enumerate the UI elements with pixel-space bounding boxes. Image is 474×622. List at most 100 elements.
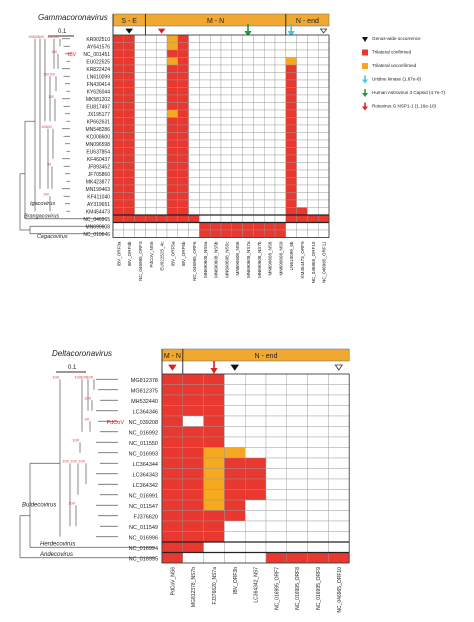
matrix-cell [188, 222, 200, 231]
matrix-cell [242, 72, 254, 81]
matrix-cell [307, 426, 329, 438]
matrix-cell [264, 79, 276, 88]
matrix-cell [296, 109, 308, 118]
matrix-cell [296, 124, 308, 133]
matrix-cell [145, 117, 157, 126]
matrix-cell [231, 109, 243, 118]
row-label: NC_046965 [83, 217, 110, 223]
matrix-cell [199, 147, 211, 156]
row-label: MG812378 [131, 378, 158, 384]
genus-label-buldecovirus: Buldecovirus [22, 502, 56, 508]
matrix-cell [264, 222, 276, 231]
matrix-cell [209, 177, 222, 186]
matrix-border [112, 34, 330, 238]
matrix-cell [182, 415, 204, 427]
matrix-cell [209, 222, 222, 231]
matrix-cell [134, 72, 146, 81]
matrix-cell [177, 169, 189, 178]
legend-red-square-icon [362, 49, 368, 56]
matrix-cell [274, 214, 287, 223]
matrix-cell [220, 79, 233, 88]
matrix-cell [166, 49, 179, 58]
matrix-cell [318, 34, 330, 43]
matrix-cell [199, 124, 211, 133]
matrix-cell [244, 436, 267, 448]
row-label: KP662631 [87, 119, 111, 125]
matrix-cell [134, 109, 146, 118]
matrix-cell [188, 79, 200, 88]
matrix-cell [166, 162, 179, 171]
matrix-cell [112, 229, 125, 238]
matrix-cell [220, 199, 233, 208]
matrix-cell [318, 154, 330, 163]
matrix-cell [182, 373, 204, 385]
matrix-cell [231, 72, 243, 81]
matrix-cell [199, 214, 211, 223]
matrix-cell [286, 552, 308, 564]
matrix-cell [199, 94, 211, 103]
matrix-cell [155, 117, 168, 126]
matrix-cell [123, 147, 135, 156]
matrix-cell [274, 124, 287, 133]
matrix-cell [253, 87, 265, 96]
matrix-cell [166, 132, 179, 141]
matrix-cell [134, 117, 146, 126]
matrix-cell [182, 541, 204, 553]
matrix-cell [286, 447, 308, 459]
matrix-cell [161, 447, 183, 459]
column-label: NC_016995_ORF7 [274, 567, 280, 610]
matrix-cell [286, 394, 308, 406]
matrix-cell [161, 457, 183, 469]
matrix-cell [220, 192, 233, 201]
matrix-cell [224, 394, 246, 406]
matrix-cell [244, 384, 267, 396]
matrix-cell [242, 177, 254, 186]
matrix-cell [318, 229, 330, 238]
matrix-cell [177, 79, 189, 88]
bootstrap-label: 100 [74, 374, 81, 379]
matrix-cell [307, 192, 319, 201]
genus-wide-marker [125, 28, 133, 34]
row-label: LC364346 [133, 409, 158, 415]
matrix-cell [166, 154, 179, 163]
matrix-cell [188, 184, 200, 193]
matrix-cell [328, 436, 350, 448]
matrix-cell [134, 154, 146, 163]
row-label: NC_010646 [83, 232, 110, 238]
matrix-cell [307, 520, 329, 532]
matrix-cell [209, 124, 222, 133]
matrix-cell [318, 177, 330, 186]
matrix-cell [199, 199, 211, 208]
matrix-cell [285, 169, 297, 178]
matrix-cell [285, 229, 297, 238]
matrix-cell [224, 384, 246, 396]
red-arrow-head [210, 368, 218, 374]
matrix-cell [296, 57, 308, 66]
matrix-cell [253, 34, 265, 43]
matrix-cell [318, 117, 330, 126]
matrix-cell [307, 162, 319, 171]
matrix-cell [265, 415, 287, 427]
matrix-cell [318, 49, 330, 58]
matrix-cell [264, 34, 276, 43]
matrix-cell [177, 94, 189, 103]
row-label: LN610099 [87, 74, 110, 80]
matrix-cell [145, 57, 157, 66]
matrix-cell [199, 139, 211, 148]
matrix-cell [209, 162, 222, 171]
matrix-cell [244, 510, 267, 522]
matrix-cell [182, 552, 204, 564]
matrix-cell [318, 94, 330, 103]
matrix-cell [145, 207, 157, 216]
matrix-cell [123, 169, 135, 178]
matrix-cell [166, 199, 179, 208]
matrix-cell [166, 222, 179, 231]
row-label: EU637854 [86, 149, 110, 155]
matrix-cell [177, 222, 189, 231]
matrix-cell [161, 478, 183, 490]
column-label: MN690608_NS8 [268, 241, 273, 275]
matrix-cell [253, 72, 265, 81]
bootstrap-label: 100 [43, 72, 49, 76]
matrix-cell [307, 222, 319, 231]
bootstrap-label: 100 [48, 95, 54, 99]
